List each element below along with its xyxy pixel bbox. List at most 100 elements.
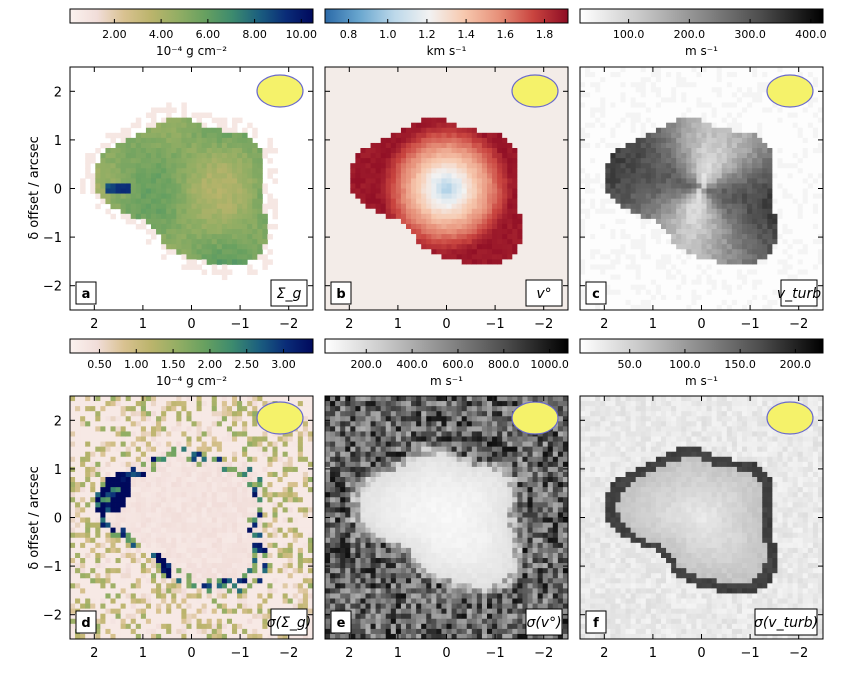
heatmap-cell [517,279,523,286]
heatmap-cell [562,259,568,265]
heatmap-cell [446,264,452,270]
heatmap-cell [701,284,707,291]
heatmap-cell [640,279,647,286]
heatmap-cell [645,249,652,255]
heatmap-cell [747,284,753,291]
heatmap-cell [547,239,554,245]
heatmap-cell [206,183,213,189]
heatmap-cell [562,173,568,179]
heatmap-cell [257,158,263,164]
heatmap-cell [385,127,392,134]
heatmap-cell [696,259,702,265]
heatmap-cell [390,213,397,220]
heatmap-cell [221,198,228,205]
heatmap-cell [502,229,508,235]
heatmap-cell [721,289,728,296]
heatmap-cell [375,92,382,98]
heatmap-cell [691,153,697,159]
heatmap-cell [590,239,596,245]
heatmap-cell [681,82,687,88]
heatmap-cell [686,173,692,179]
heatmap-cell [461,148,468,154]
heatmap-cell [716,77,723,83]
heatmap-cell [711,153,718,159]
heatmap-cell [186,234,192,240]
heatmap-cell [630,249,637,255]
heatmap-cell [701,229,707,235]
heatmap-cell [365,264,371,270]
heatmap-cell [522,193,528,200]
heatmap-cell [726,294,733,301]
heatmap-cell [375,229,382,235]
heatmap-cell [605,92,611,98]
heatmap-cell [562,127,568,134]
heatmap-cell [355,112,361,119]
heatmap-cell [400,112,407,119]
heatmap-cell [406,67,412,73]
heatmap-cell [661,304,667,310]
heatmap-cell [552,173,559,179]
heatmap-cell [196,223,203,230]
heatmap-cell [625,284,632,291]
heatmap-cell [731,82,738,88]
heatmap-cell [507,244,513,250]
heatmap-cell [375,198,382,205]
heatmap-cell [471,148,478,154]
heatmap-cell [547,254,554,260]
heatmap-cell [547,193,554,200]
heatmap-cell [595,213,601,220]
heatmap-cell [711,137,718,144]
heatmap-cell [345,178,351,184]
heatmap-cell [532,122,539,129]
heatmap-cell [237,223,243,230]
heatmap-cell [562,284,568,291]
heatmap-cell [580,274,586,281]
heatmap-cell [537,158,544,164]
heatmap-cell [686,229,692,235]
heatmap-cell [527,274,533,281]
heatmap-cell [446,153,452,159]
heatmap-cell [360,304,366,310]
heatmap-cell [492,168,498,174]
heatmap-cell [585,163,591,169]
heatmap-cell [426,142,432,149]
heatmap-cell [451,97,458,103]
heatmap-cell [267,223,273,230]
heatmap-cell [95,193,101,200]
heatmap-cell [226,239,233,245]
heatmap-cell [552,158,559,164]
heatmap-cell [552,264,559,270]
heatmap-cell [446,117,452,124]
heatmap-cell [757,198,763,205]
heatmap-cell [125,163,132,169]
heatmap-cell [742,178,748,184]
heatmap-cell [226,259,233,265]
heatmap-cell [406,213,412,220]
heatmap-cell [211,153,218,159]
heatmap-cell [211,198,218,205]
heatmap-cell [451,112,458,119]
heatmap-cell [625,72,632,78]
heatmap-cell [615,198,621,205]
heatmap-cell [406,254,412,260]
heatmap-cell [676,72,682,78]
heatmap-cell [681,158,687,164]
heatmap-cell [487,97,493,103]
heatmap-cell [171,218,177,225]
heatmap-cell [115,203,122,210]
heatmap-cell [340,274,346,281]
heatmap-cell [590,72,596,78]
heatmap-cell [645,299,652,306]
heatmap-cell [666,249,672,255]
heatmap-cell [242,259,248,265]
heatmap-cell [461,254,468,260]
heatmap-cell [512,244,518,250]
heatmap-cell [451,72,458,78]
heatmap-cell [390,72,397,78]
heatmap-cell [226,203,233,210]
heatmap-cell [242,234,248,240]
heatmap-cell [451,193,458,200]
heatmap-cell [441,87,447,93]
heatmap-cell [706,178,713,184]
